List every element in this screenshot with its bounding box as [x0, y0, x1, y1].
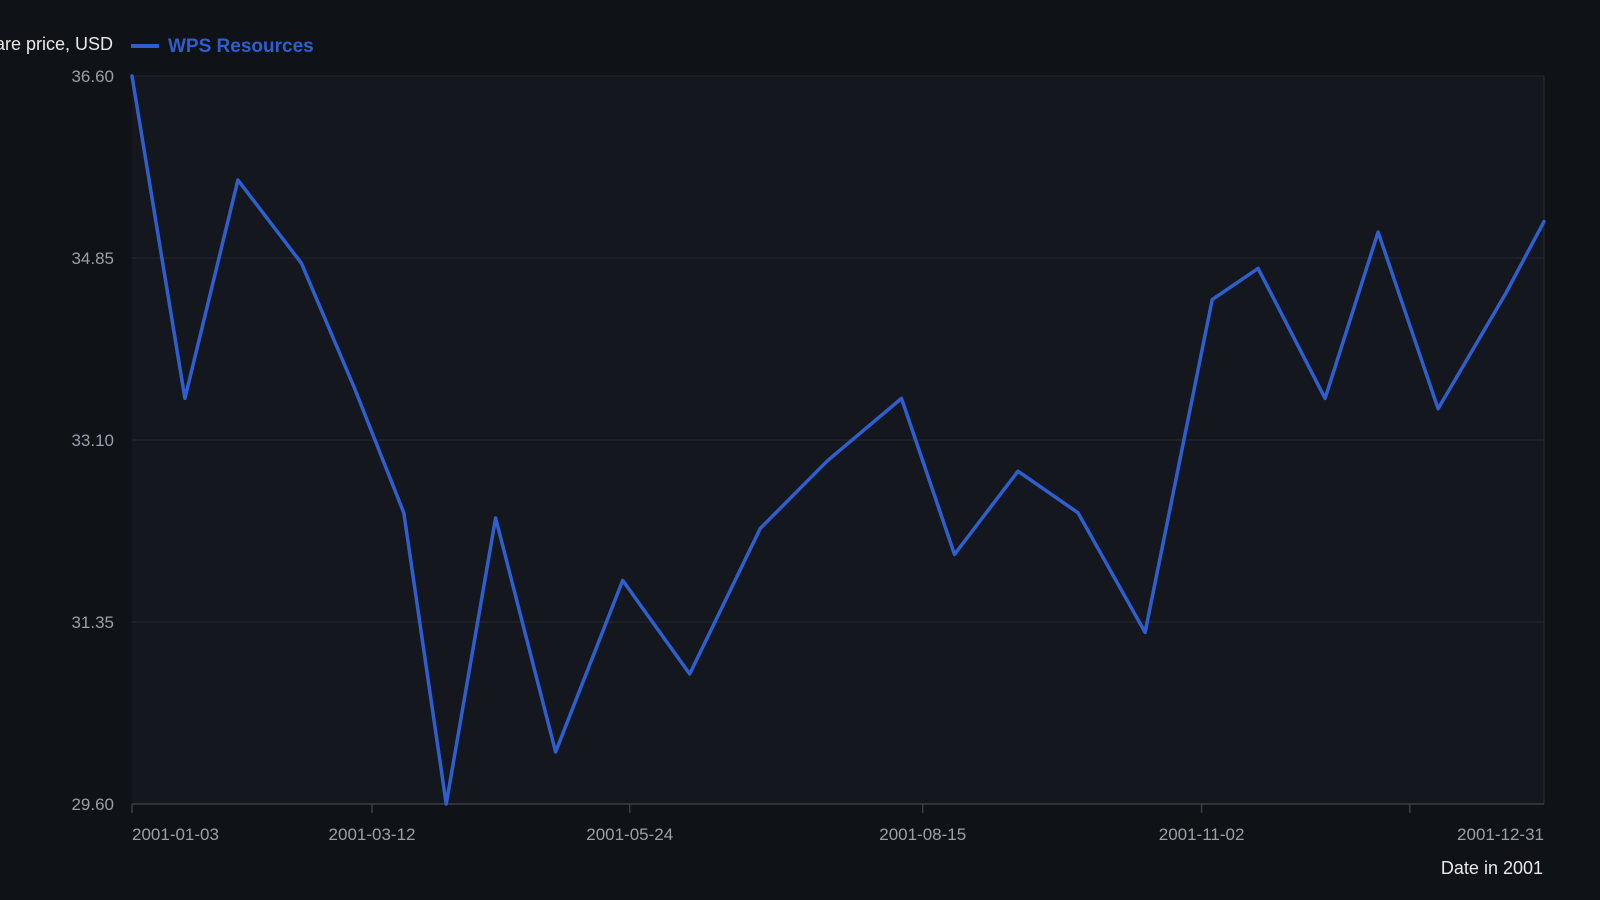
- y-tick-label: 34.85: [71, 249, 114, 268]
- x-tick-label: 2001-11-02: [1159, 825, 1245, 844]
- y-tick-labels: 36.60 34.85 33.10 31.35 29.60: [71, 67, 114, 814]
- x-tick-label: 2001-12-31: [1457, 825, 1544, 844]
- grid-lines: [132, 75, 1544, 623]
- legend-label: WPS Resources: [168, 36, 314, 57]
- y-tick-label: 31.35: [71, 613, 114, 632]
- x-tick-labels: 2001-01-03 2001-03-12 2001-05-24 2001-08-15…: [132, 825, 1544, 844]
- axes: [131, 76, 1545, 813]
- x-tick-label: 2001-01-03: [132, 825, 219, 844]
- y-tick-label: 33.10: [71, 431, 114, 450]
- y-tick-label: 36.60: [71, 67, 114, 86]
- y-tick-label: 29.60: [71, 795, 114, 814]
- x-tick-label: 2001-05-24: [586, 825, 673, 844]
- series-line-wps-resources[interactable]: [130, 74, 1546, 806]
- x-tick-label: 2001-03-12: [329, 825, 416, 844]
- legend[interactable]: WPS Resources: [131, 36, 314, 57]
- x-axis-title: Date in 2001: [1441, 858, 1543, 878]
- y-axis-title: Share price, USD: [0, 34, 113, 54]
- x-tick-label: 2001-08-15: [879, 825, 966, 844]
- series-lines: [130, 74, 1546, 806]
